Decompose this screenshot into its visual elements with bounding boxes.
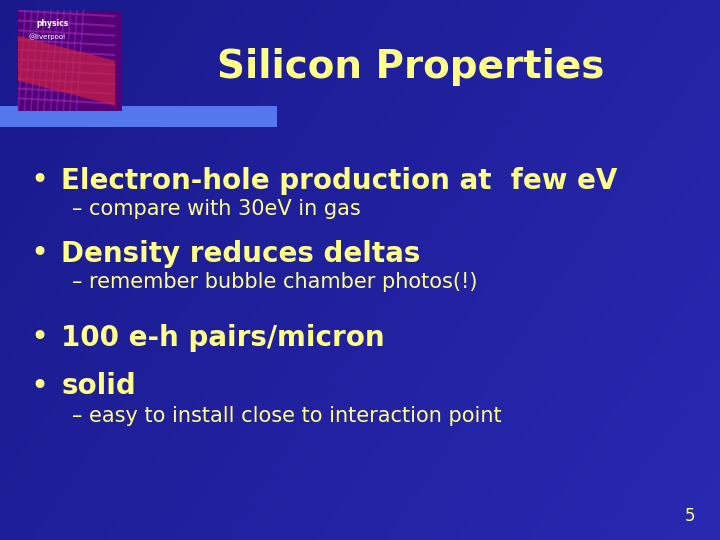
Text: @liverpool: @liverpool (29, 33, 66, 39)
Text: – easy to install close to interaction point: – easy to install close to interaction p… (72, 406, 502, 426)
Text: Density reduces deltas: Density reduces deltas (61, 240, 420, 268)
Text: •: • (30, 372, 49, 401)
Text: •: • (30, 323, 49, 352)
Bar (0, 106, 277, 127)
Bar (18, 11, 122, 111)
Text: 100 e-h pairs/micron: 100 e-h pairs/micron (61, 323, 384, 352)
Text: physics: physics (36, 19, 68, 28)
Text: Electron-hole production at  few eV: Electron-hole production at few eV (61, 167, 618, 195)
Text: Silicon Properties: Silicon Properties (217, 49, 604, 86)
Text: solid: solid (61, 372, 136, 400)
Text: – remember bubble chamber photos(!): – remember bubble chamber photos(!) (72, 272, 477, 292)
Text: •: • (30, 239, 49, 268)
Text: 5: 5 (684, 507, 695, 525)
Text: – compare with 30eV in gas: – compare with 30eV in gas (72, 199, 361, 219)
Text: •: • (30, 166, 49, 195)
Polygon shape (18, 36, 115, 106)
